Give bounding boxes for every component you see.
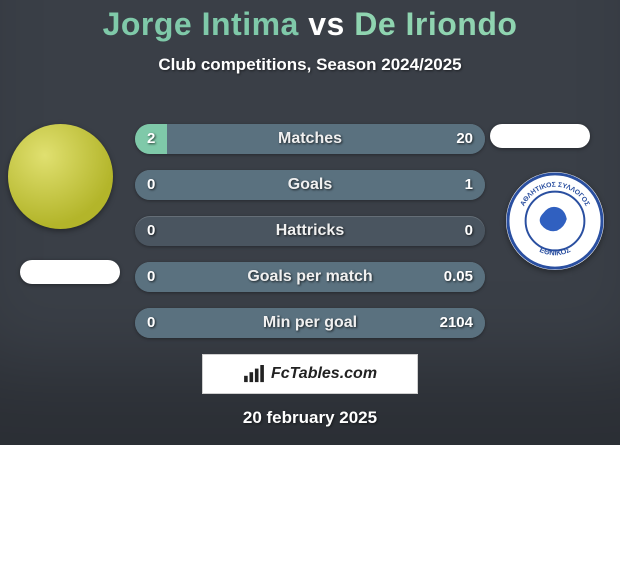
stat-fill-left [135, 124, 167, 154]
stat-value-right: 0 [465, 216, 473, 246]
club-crest-icon: ΑΘΛΗΤΙΚΟΣ ΣΥΛΛΟΓΟΣ ΕΘΝΙΚΟΣ [506, 172, 604, 270]
snapshot-date: 20 february 2025 [0, 408, 620, 428]
brand-text: FcTables.com [271, 365, 377, 383]
player2-flag [490, 124, 590, 148]
stat-row: Goals per match00.05 [135, 262, 485, 292]
stat-fill-right [135, 170, 485, 200]
stat-bars: Matches220 Goals01 Hattricks0 0 Goals per ma… [135, 124, 485, 354]
player2-name: De Iriondo [354, 6, 517, 42]
brand-box: FcTables.com [202, 354, 418, 394]
stat-row: Hattricks0 0 [135, 216, 485, 246]
comparison-card: Jorge Intima vs De Iriondo Club competit… [0, 0, 620, 445]
stat-row: Matches220 [135, 124, 485, 154]
stat-fill-right [135, 262, 485, 292]
stat-fill-right [135, 308, 485, 338]
stat-label: Hattricks [135, 216, 485, 246]
stat-fill-right [167, 124, 486, 154]
barchart-icon [243, 365, 265, 383]
player2-club-badge: ΑΘΛΗΤΙΚΟΣ ΣΥΛΛΟΓΟΣ ΕΘΝΙΚΟΣ [506, 172, 604, 270]
stat-row: Goals01 [135, 170, 485, 200]
vs-text: vs [308, 6, 345, 42]
page-title: Jorge Intima vs De Iriondo [0, 0, 620, 43]
subtitle: Club competitions, Season 2024/2025 [0, 55, 620, 75]
stat-value-left: 0 [147, 216, 155, 246]
player1-flag [20, 260, 120, 284]
player1-name: Jorge Intima [103, 6, 299, 42]
stat-row: Min per goal02104 [135, 308, 485, 338]
player1-avatar [8, 124, 113, 229]
